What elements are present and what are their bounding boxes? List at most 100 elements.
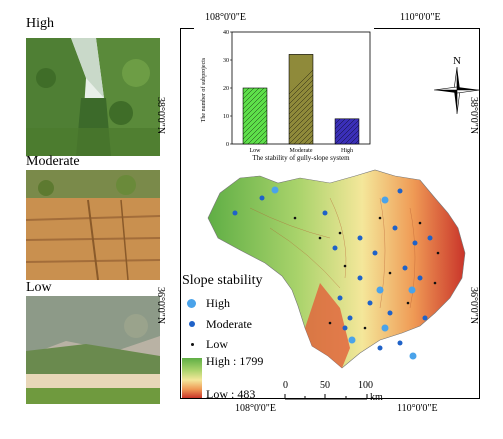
point-moderate (422, 315, 428, 321)
study-area-map (207, 169, 466, 369)
elevation-high-label: High : 1799 (206, 354, 264, 368)
point-low (406, 301, 410, 305)
coord-top-left: 108°0'0"E (205, 12, 246, 23)
chart-ylabel: The number of subprojects (200, 57, 207, 122)
point-low (338, 231, 342, 235)
point-low (293, 216, 297, 220)
photo-label-moderate: Moderate (26, 154, 80, 169)
elevation-low-label: Low : 483 (206, 387, 256, 401)
north-label: N (453, 55, 461, 67)
chart-xtick-label: High (341, 148, 353, 154)
chart-xtick-label: Low (250, 148, 262, 154)
point-moderate (342, 325, 348, 331)
chart-bar-hatch (289, 109, 313, 135)
legend-symbol-moderate (189, 321, 195, 327)
region-shape (207, 169, 466, 369)
coord-top-right: 110°0'0"E (400, 12, 441, 23)
legend-label-moderate: Moderate (206, 317, 252, 331)
scale-tick-100: 100 (358, 380, 373, 391)
point-moderate (402, 265, 408, 271)
point-low (343, 264, 347, 268)
chart-bar-hatch (335, 118, 351, 135)
point-high (381, 324, 389, 332)
point-moderate (367, 300, 373, 306)
chart-bar-hatch (289, 94, 313, 120)
chart-bar-hatch (243, 114, 267, 140)
chart-xlabel: The stability of gully-slope system (252, 154, 350, 162)
chart-bar-hatch (335, 118, 336, 120)
chart-bar-hatch (365, 119, 374, 144)
chart-bar-hatch (293, 124, 313, 144)
chart-bar-hatch (360, 119, 374, 144)
chart-bar-hatch (335, 118, 341, 125)
chart-bar-hatch (243, 119, 267, 144)
scale-tick-0: 0 (283, 380, 288, 391)
legend-label-low: Low (206, 337, 228, 351)
point-moderate (357, 275, 363, 281)
point-high (376, 286, 384, 294)
chart-bar-hatch (243, 94, 267, 120)
point-moderate (259, 195, 265, 201)
chart-bar-hatch (335, 119, 359, 145)
scale-bar (284, 394, 368, 400)
chart-bar-hatch (243, 88, 255, 100)
chart-bar-low (242, 87, 268, 145)
chart-bar-hatch (289, 79, 313, 105)
point-low (433, 281, 437, 285)
point-moderate (397, 188, 403, 194)
coord-bottom-right: 110°0'0"E (397, 403, 438, 414)
chart-bar-hatch (243, 89, 267, 115)
chart-bar-hatch (335, 118, 356, 140)
photo-moderate-stability (26, 170, 160, 280)
point-high (408, 286, 416, 294)
point-high (381, 196, 389, 204)
high-stability-points (271, 186, 417, 360)
point-high (348, 336, 356, 344)
chart-bar-hatch (344, 129, 359, 145)
legend-title: Slope stability (182, 273, 263, 288)
chart-bar-hatch (359, 54, 374, 144)
point-moderate (232, 210, 238, 216)
point-low (318, 236, 322, 240)
chart-bar-high (334, 118, 360, 145)
point-moderate (412, 240, 418, 246)
legend-symbol-low (191, 343, 194, 346)
point-moderate (427, 235, 433, 241)
legend-label-high: High (206, 296, 230, 310)
chart-bar-hatch (243, 88, 265, 110)
point-moderate (332, 245, 338, 251)
chart-bar-hatch (349, 134, 359, 145)
chart-bar-hatch (243, 99, 267, 125)
chart-bar-hatch (289, 84, 313, 110)
photo-label-low: Low (26, 280, 52, 295)
point-low (418, 221, 422, 225)
chart-ytick-label: 40 (223, 30, 229, 36)
chart-ytick-label: 0 (226, 142, 229, 148)
chart-bar-hatch (252, 129, 267, 144)
point-moderate (357, 235, 363, 241)
chart-bar-hatch (335, 118, 346, 130)
point-low (378, 216, 382, 220)
inset-chart: 0 10 20 30 40 Low Moderate High The number of … (194, 28, 374, 163)
north-arrow: N (433, 55, 481, 115)
point-moderate (397, 340, 403, 346)
point-high (409, 352, 417, 360)
chart-ytick-label: 10 (223, 114, 229, 120)
chart-bar-hatch (289, 114, 313, 140)
photo-label-high: High (26, 16, 54, 31)
point-moderate (377, 345, 383, 351)
chart-bar-hatch (243, 88, 260, 105)
point-moderate (387, 310, 393, 316)
point-moderate (392, 225, 398, 231)
photo-high-stability (26, 38, 160, 156)
point-low (436, 251, 440, 255)
elevation-ramp (182, 358, 202, 398)
chart-bar-hatch (243, 104, 267, 130)
chart-ytick-label: 30 (223, 58, 229, 64)
point-moderate (417, 275, 423, 281)
point-low (328, 321, 332, 325)
chart-xtick-label: Moderate (290, 148, 313, 154)
coord-bottom-left: 108°0'0"E (235, 403, 276, 414)
chart-bar-hatch (289, 89, 313, 115)
point-moderate (337, 295, 343, 301)
